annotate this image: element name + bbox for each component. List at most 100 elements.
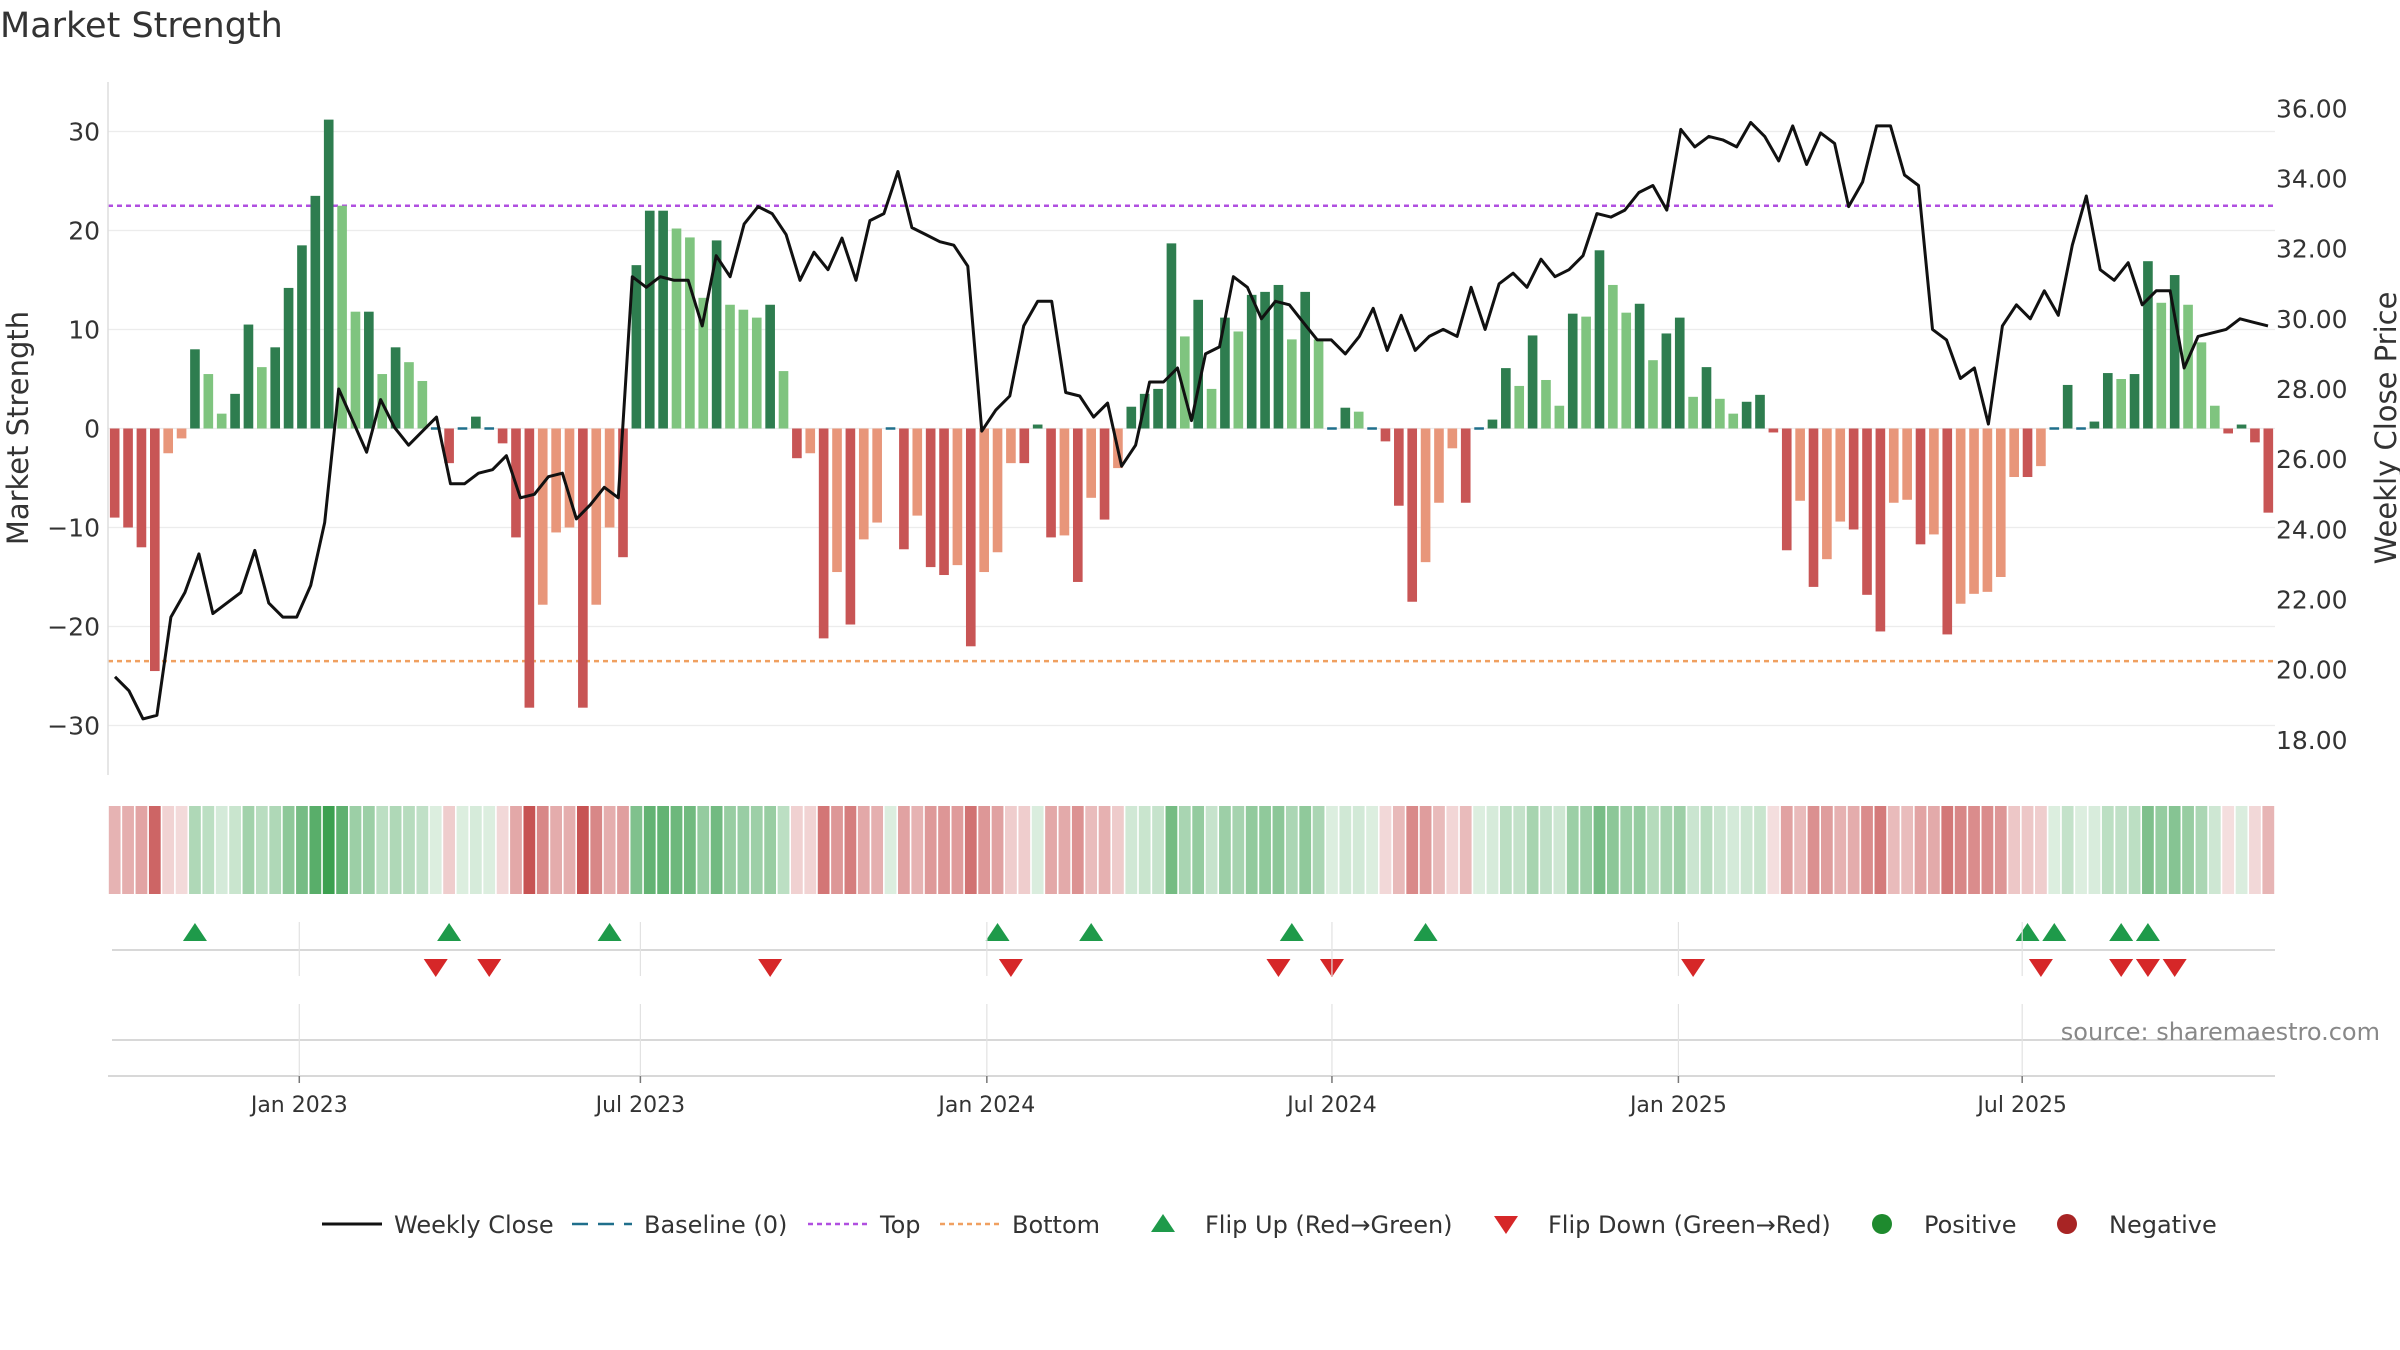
heat-cell: [630, 806, 643, 894]
flip-up-marker: [597, 923, 622, 941]
heat-cell: [1232, 806, 1245, 894]
heat-cell: [2115, 806, 2128, 894]
heat-cell: [2249, 806, 2261, 894]
strength-bar: [1019, 428, 1030, 464]
strength-bar: [1233, 331, 1244, 429]
y-tick-label: 0: [84, 415, 100, 444]
heat-cell: [1152, 806, 1164, 894]
heat-cell: [1633, 806, 1646, 894]
heat-cell: [1887, 806, 1900, 894]
strength-bar: [390, 347, 401, 429]
strength-bar: [1755, 394, 1765, 429]
strength-bar: [1193, 299, 1204, 429]
strength-bar: [992, 428, 1003, 553]
strength-bar: [2209, 405, 2220, 429]
heat-cell: [1901, 806, 1914, 894]
strength-bar: [845, 428, 856, 625]
heat-cell: [1112, 806, 1124, 894]
heat-cell: [1018, 806, 1031, 894]
heat-cell: [2195, 806, 2208, 894]
strength-bar: [471, 416, 481, 429]
strength-bar: [1153, 388, 1163, 429]
strength-bar: [1781, 428, 1792, 551]
strength-bar: [1969, 428, 1979, 594]
strength-bar: [2156, 302, 2167, 429]
strength-bar: [2223, 428, 2233, 434]
heat-cell: [737, 806, 750, 894]
y2-tick-label: 24.00: [2276, 515, 2348, 544]
heat-cell: [189, 806, 201, 894]
strength-bar: [1099, 428, 1110, 520]
strength-bar: [1541, 379, 1551, 429]
strength-bar: [578, 428, 588, 708]
heat-cell: [1272, 806, 1285, 894]
y2-tick-label: 18.00: [2276, 726, 2348, 755]
heat-cell: [1861, 806, 1873, 894]
strength-bar: [2116, 379, 2126, 429]
strength-bar: [939, 428, 949, 576]
flip-down-marker: [758, 959, 783, 977]
legend-swatch: [1151, 1214, 1175, 1232]
heat-cell: [1205, 806, 1218, 894]
strength-bar: [671, 228, 682, 429]
strength-bar: [725, 304, 735, 429]
flip-markers: [182, 923, 2187, 977]
heat-cell: [148, 806, 161, 894]
heat-cell: [443, 806, 455, 894]
heat-cell: [1540, 806, 1552, 894]
y2-axis-ticks: 36.00 34.00 32.00 30.00 28.00 26.00 24.00 22.00…: [2276, 94, 2348, 755]
legend-label: Positive: [1924, 1211, 2017, 1239]
heat-cell: [2168, 806, 2181, 894]
flip-up-marker: [182, 923, 207, 941]
legend-label: Flip Up (Red→Green): [1205, 1211, 1453, 1239]
flip-down-marker: [998, 959, 1023, 977]
strength-bar: [417, 380, 428, 429]
strength-bar: [1795, 428, 1805, 501]
heat-cell: [483, 806, 496, 894]
y-axis-label: Market Strength: [1, 311, 35, 545]
strength-bar: [965, 428, 976, 647]
heat-cell: [255, 806, 268, 894]
x-tick-label: Jul 2025: [1975, 1093, 2067, 1118]
strength-bar: [1581, 316, 1591, 429]
y-tick-label: 20: [68, 217, 100, 246]
heat-cell: [750, 806, 763, 894]
strength-bar: [524, 428, 535, 708]
heat-cell: [429, 806, 442, 894]
heat-cell: [2075, 806, 2087, 894]
strength-bar: [1179, 336, 1190, 429]
heat-cell: [1138, 806, 1151, 894]
heat-cell: [2101, 806, 2114, 894]
heat-cell: [831, 806, 843, 894]
strength-bar: [1822, 428, 1832, 560]
heat-cell: [1620, 806, 1633, 894]
heat-cell: [1192, 806, 1205, 894]
heat-cell: [1071, 806, 1084, 894]
heat-cell: [1352, 806, 1365, 894]
heat-cell: [469, 806, 482, 894]
strength-bar: [1313, 339, 1324, 429]
heat-cell: [1740, 806, 1753, 894]
strength-bar: [1808, 428, 1819, 587]
strength-bar: [832, 428, 842, 573]
legend-label: Baseline (0): [644, 1211, 787, 1239]
heat-cell: [2035, 806, 2047, 894]
heat-cell: [1606, 806, 1619, 894]
strength-bar: [1300, 291, 1311, 429]
heat-cell: [336, 806, 348, 894]
strength-bar: [872, 428, 882, 523]
strength-bar: [190, 349, 200, 429]
legend-item: Weekly Close: [322, 1211, 554, 1239]
strength-bar: [364, 311, 374, 429]
heat-cell: [2262, 806, 2275, 894]
y2-tick-label: 20.00: [2276, 656, 2348, 685]
heat-cell: [523, 806, 536, 894]
heat-cell: [1486, 806, 1499, 894]
heat-cell: [1566, 806, 1579, 894]
strength-bar: [1273, 284, 1284, 429]
strength-bar: [1608, 284, 1618, 429]
strength-bar: [564, 428, 575, 528]
heat-cell: [1379, 806, 1392, 894]
weekly-close-line: [113, 120, 2269, 721]
heat-cell: [710, 806, 723, 894]
